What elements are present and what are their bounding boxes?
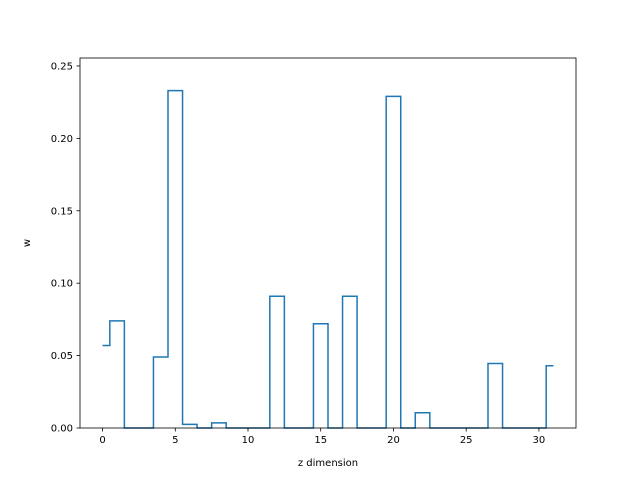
x-axis-ticks: 0 5 10 15 20 25 30 bbox=[99, 428, 545, 446]
plot-frame bbox=[79, 57, 577, 429]
x-tick-label: 15 bbox=[314, 435, 327, 446]
x-tick-label: 30 bbox=[533, 435, 546, 446]
x-tick-label: 5 bbox=[172, 435, 178, 446]
y-axis-ticks: 0.00 0.05 0.10 0.15 0.20 0.25 bbox=[51, 61, 80, 435]
y-tick-label: 0.15 bbox=[51, 206, 73, 217]
x-tick-label: 10 bbox=[242, 435, 255, 446]
axes-layer bbox=[79, 57, 577, 429]
y-tick-label: 0.10 bbox=[51, 279, 73, 290]
x-tick-label: 0 bbox=[99, 435, 105, 446]
x-tick-label: 20 bbox=[387, 435, 400, 446]
y-axis-label: w bbox=[22, 239, 33, 247]
x-tick-label: 25 bbox=[460, 435, 473, 446]
y-tick-label: 0.05 bbox=[51, 351, 73, 362]
x-axis-label: z dimension bbox=[298, 458, 358, 469]
y-tick-label: 0.20 bbox=[51, 134, 73, 145]
y-tick-label: 0.25 bbox=[51, 61, 73, 72]
y-tick-label: 0.00 bbox=[51, 424, 73, 435]
